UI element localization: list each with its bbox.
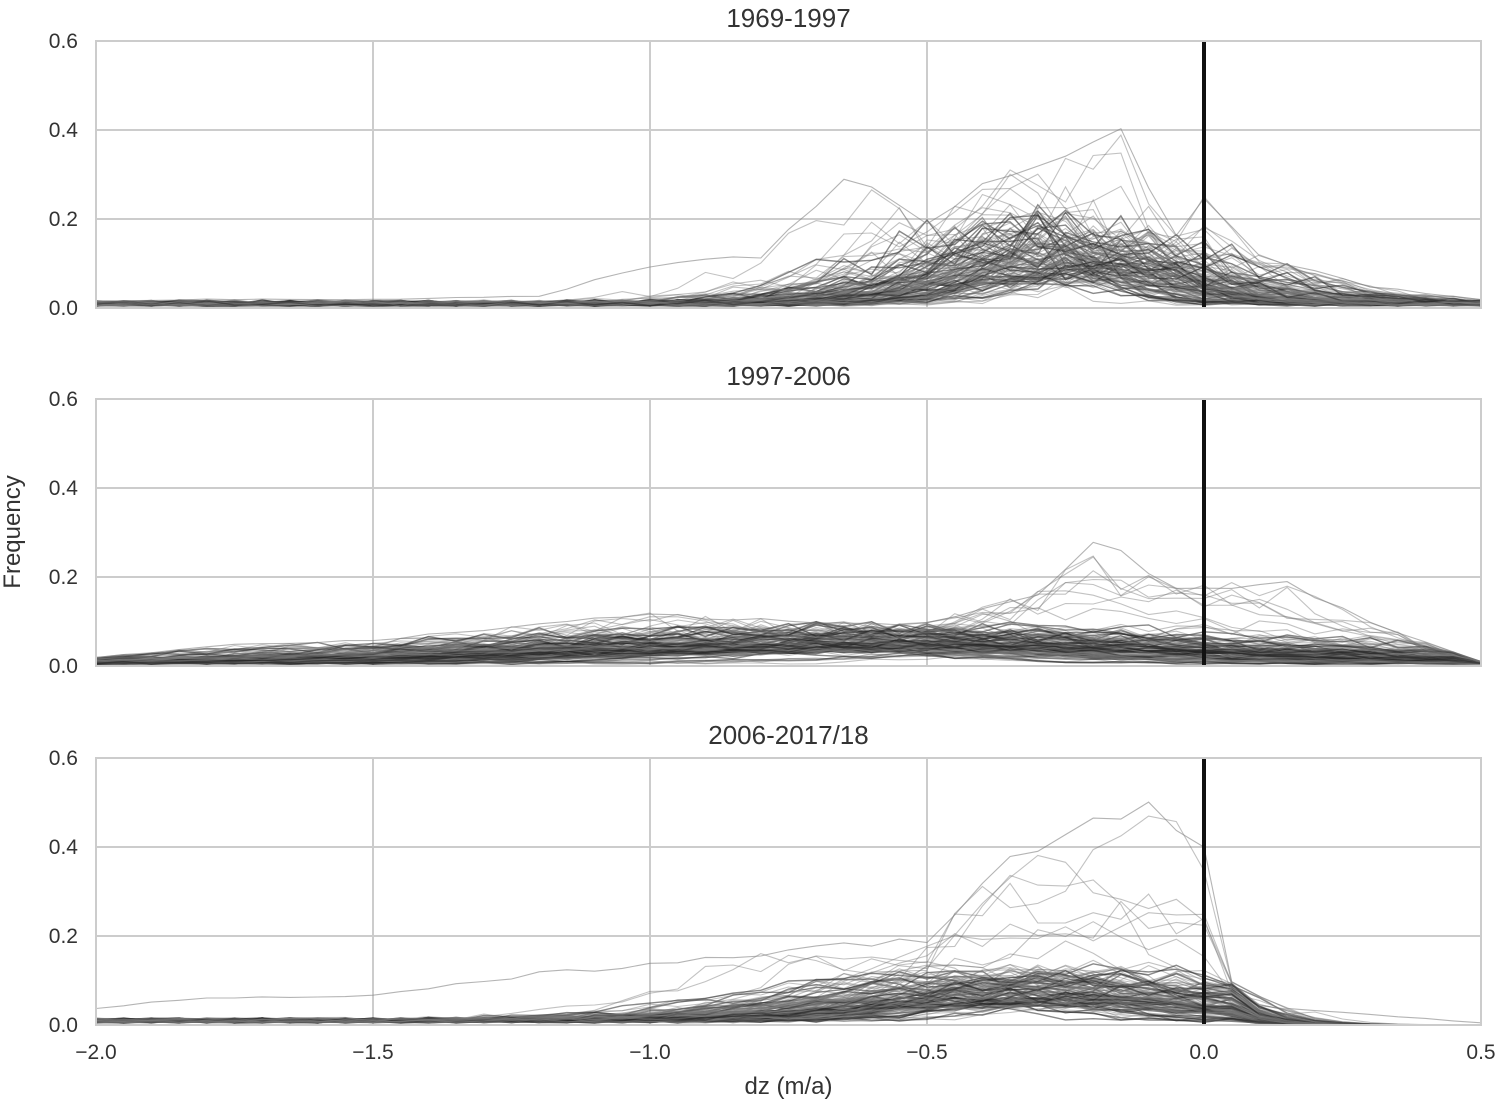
panel-1-ytick-label: 0.2 bbox=[49, 208, 78, 231]
x-axis-label: dz (m/a) bbox=[744, 1073, 832, 1100]
panel-1-frequency-curve bbox=[95, 185, 1482, 307]
panel-1-frame bbox=[95, 40, 1482, 309]
panel-3-frequency-curve bbox=[95, 967, 1481, 1026]
panel-3-frequency-curve bbox=[95, 972, 1481, 1026]
panel-2-frequency-curve bbox=[95, 637, 1482, 664]
panel-3-ytick-label: 0.2 bbox=[49, 925, 78, 948]
panel-3-frequency-curve bbox=[95, 961, 1481, 1026]
panel-1-max-curve bbox=[95, 127, 1482, 302]
panel-2-frequency-curve bbox=[95, 639, 1482, 663]
xtick-label: −1.5 bbox=[352, 1041, 393, 1064]
panel-2-frequency-curve bbox=[95, 629, 1482, 663]
xtick-label: 0.0 bbox=[1189, 1041, 1218, 1064]
xtick-label: 0.5 bbox=[1466, 1041, 1495, 1064]
panel-1-frequency-curve bbox=[95, 236, 1482, 308]
panel-2-frame bbox=[95, 398, 1482, 667]
panel-1-frequency-curve bbox=[95, 262, 1482, 307]
panel-1-ytick-label: 0.6 bbox=[49, 30, 78, 53]
panel-3-ytick-label: 0.4 bbox=[49, 836, 79, 859]
xtick-label: −2.0 bbox=[75, 1041, 116, 1064]
panel-2-frequency-curve bbox=[95, 622, 1482, 664]
panel-2-frequency-curve bbox=[95, 578, 1482, 664]
panel-2-ytick-label: 0.0 bbox=[49, 655, 78, 678]
panel-3-frequency-curve bbox=[95, 989, 1481, 1026]
panel-2-frequency-curve bbox=[95, 645, 1482, 665]
panel-2-frequency-curve bbox=[95, 642, 1482, 664]
panel-1-frequency-curve bbox=[95, 258, 1482, 307]
panel-3-title: 2006-2017/18 bbox=[708, 720, 868, 750]
y-axis-label: Frequency bbox=[0, 475, 26, 588]
panel-1-frequency-curve bbox=[95, 235, 1482, 307]
panel-1-ytick-label: 0.0 bbox=[49, 297, 78, 320]
panel-3-frame bbox=[95, 757, 1482, 1026]
panel-2-frequency-curve bbox=[95, 647, 1482, 663]
panel-3-frequency-curve bbox=[95, 994, 1481, 1026]
panel-1-title: 1969-1997 bbox=[726, 3, 850, 33]
panel-3-ytick-label: 0.0 bbox=[49, 1014, 78, 1037]
panel-2-frequency-curve bbox=[95, 639, 1482, 665]
xtick-label: −0.5 bbox=[906, 1041, 947, 1064]
panel-3-frequency-curve bbox=[95, 983, 1482, 1026]
panel-3-ytick-label: 0.6 bbox=[49, 747, 78, 770]
panel-3-frequency-curve bbox=[95, 976, 1481, 1026]
panel-3-frequency-curve bbox=[95, 980, 1481, 1026]
panel-2-frequency-curve bbox=[95, 638, 1482, 665]
panel-2-frequency-curve bbox=[95, 633, 1482, 664]
panel-3-frequency-curve bbox=[95, 982, 1481, 1026]
panel-3-frequency-curve bbox=[95, 995, 1481, 1026]
panel-2-max-curve bbox=[95, 541, 1482, 663]
panel-1-ytick-label: 0.4 bbox=[49, 119, 79, 142]
panel-2-ytick-label: 0.6 bbox=[49, 388, 78, 411]
panel-1-frequency-curve bbox=[95, 227, 1482, 307]
panel-2-frequency-curve bbox=[95, 646, 1482, 664]
panel-2-ytick-label: 0.4 bbox=[49, 477, 79, 500]
panel-2-ytick-label: 0.2 bbox=[49, 566, 78, 589]
panel-2-frequency-curve bbox=[95, 640, 1482, 665]
panel-3-frequency-curve bbox=[95, 969, 1481, 1026]
panel-3-max-curve bbox=[95, 801, 1482, 1024]
panel-2-title: 1997-2006 bbox=[726, 361, 850, 391]
xtick-label: −1.0 bbox=[629, 1041, 670, 1064]
